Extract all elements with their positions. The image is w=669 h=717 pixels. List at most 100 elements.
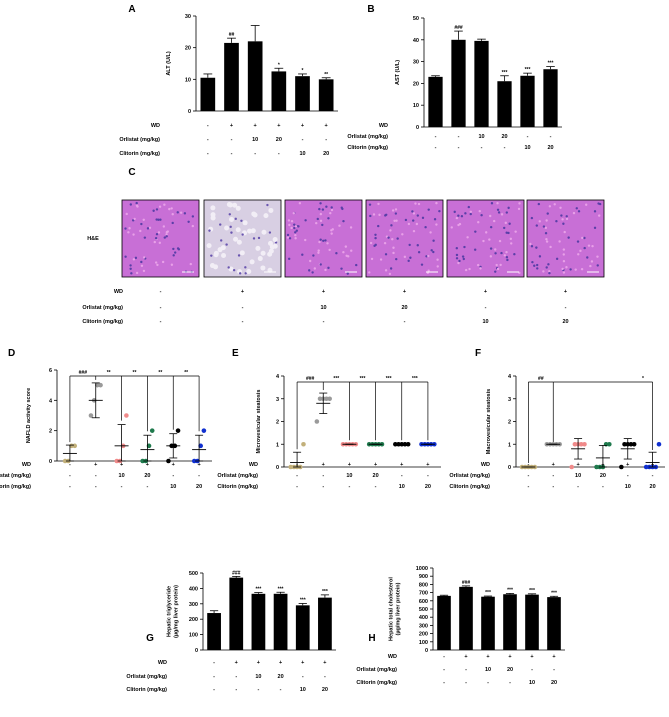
tile-nucleus [453, 210, 456, 214]
tile-nucleus [461, 255, 465, 258]
condition-orlistat-5: - [565, 305, 567, 311]
tile-nucleus [210, 215, 216, 221]
condition-label-orlistat: Orlistat (mg/kg) [126, 674, 167, 680]
condition-label-clitorin_c: Clitorin (mg/kg) [82, 319, 123, 325]
y-tick-label: 3 [276, 397, 279, 403]
condition-label-clitorin: Clitorin (mg/kg) [449, 484, 490, 490]
tile-nucleus [140, 222, 143, 226]
tile-nucleus [295, 229, 298, 232]
condition-clitorin-2: - [323, 319, 325, 325]
tile-nucleus [347, 255, 350, 258]
tile-nucleus [327, 217, 330, 220]
tile-nucleus [384, 269, 388, 272]
tile-nucleus [433, 218, 437, 221]
tile-nucleus [225, 243, 228, 246]
y-tick-label: 300 [419, 623, 428, 629]
tile-nucleus [569, 268, 572, 271]
tile-nucleus [165, 235, 168, 238]
tile-nucleus [344, 245, 348, 248]
bar-2 [474, 40, 489, 127]
data-point-0-4 [301, 441, 306, 447]
tile-nucleus [124, 227, 127, 230]
tile-nucleus [457, 261, 460, 265]
tile-nucleus [139, 229, 142, 233]
tile-nucleus [436, 258, 439, 261]
tile-nucleus [421, 216, 425, 220]
tile-nucleus [379, 258, 383, 261]
tile-nucleus [547, 263, 550, 266]
y-tick-label: 4 [276, 374, 280, 380]
tile-nucleus [462, 257, 465, 261]
tile-nucleus [236, 239, 242, 245]
tile-nucleus [172, 254, 175, 257]
condition-wd-4: + [526, 123, 529, 129]
tile-nucleus [466, 236, 469, 239]
condition-label-clitorin: Clitorin (mg/kg) [126, 687, 167, 693]
chart-D: 0 2 4 6 NAFLD activity score ### ** ** ** ** D WD - +… [0, 348, 212, 490]
tile-nucleus [542, 270, 545, 273]
tile-nucleus [157, 218, 160, 221]
tile-nucleus [125, 212, 128, 216]
tile-nucleus [319, 263, 322, 266]
tile-nucleus [159, 218, 162, 221]
condition-orlistat-0: - [443, 667, 445, 673]
tile-nucleus [153, 240, 156, 244]
condition-label-wd: WD [22, 462, 31, 468]
tile-background [365, 199, 444, 278]
tile-nucleus [176, 247, 180, 250]
y-tick-label: 100 [419, 640, 428, 646]
tile-nucleus [562, 271, 566, 274]
tile-nucleus [374, 233, 377, 236]
tile-nucleus [538, 255, 542, 258]
tile-nucleus [544, 232, 548, 235]
bar-5 [318, 597, 332, 650]
condition-clitorin-5: 20 [562, 319, 568, 325]
tile-nucleus [531, 260, 534, 264]
tile-nucleus [140, 260, 143, 264]
tile-nucleus [478, 209, 481, 213]
condition-label-wd: WD [379, 123, 388, 129]
condition-orlistat-2: 10 [478, 134, 484, 140]
tile-nucleus [128, 227, 131, 230]
tile-nucleus [392, 246, 395, 249]
data-point-2-3 [124, 413, 129, 418]
condition-clitorin-4: 10 [529, 680, 535, 686]
condition-orlistat-0: - [69, 473, 71, 479]
condition-clitorin-1: - [458, 145, 460, 151]
tile-nucleus [438, 209, 441, 213]
condition-wd-1: + [464, 654, 467, 660]
tile-nucleus [415, 222, 419, 226]
tile-nucleus [319, 219, 323, 223]
tile-nucleus [390, 224, 393, 227]
tile-nucleus [407, 222, 411, 226]
tile-nucleus [536, 267, 539, 270]
tile-nucleus [235, 227, 241, 233]
significance-1: ### [232, 570, 241, 576]
tile-nucleus [213, 250, 219, 256]
tile-nucleus [155, 232, 159, 236]
condition-clitorin-1: - [235, 687, 237, 693]
tile-nucleus [272, 237, 278, 243]
bar-1 [459, 586, 473, 650]
tile-nucleus [311, 271, 314, 274]
tile-nucleus [146, 227, 150, 230]
tile-nucleus [268, 231, 272, 234]
tile-nucleus [490, 202, 494, 205]
tile-nucleus [585, 203, 588, 206]
tile-nucleus [227, 202, 233, 208]
tile-nucleus [553, 203, 556, 206]
y-axis-label-line: Hepatic total cholesterol [389, 577, 395, 641]
y-tick-label: 1000 [416, 566, 428, 572]
tile-nucleus [210, 254, 213, 257]
he-tile-1 [203, 199, 282, 278]
condition-wd-1: + [322, 462, 325, 468]
data-point-0-3 [72, 443, 78, 449]
data-point-0-0 [62, 458, 68, 464]
tile-nucleus [294, 225, 298, 228]
tile-nucleus [346, 272, 349, 275]
y-axis-label-line: AST (U/L) [395, 60, 401, 85]
condition-orlistat-1: - [235, 674, 237, 680]
tile-nucleus [293, 223, 296, 226]
tile-nucleus [563, 230, 566, 234]
significance-3: * [278, 62, 280, 68]
